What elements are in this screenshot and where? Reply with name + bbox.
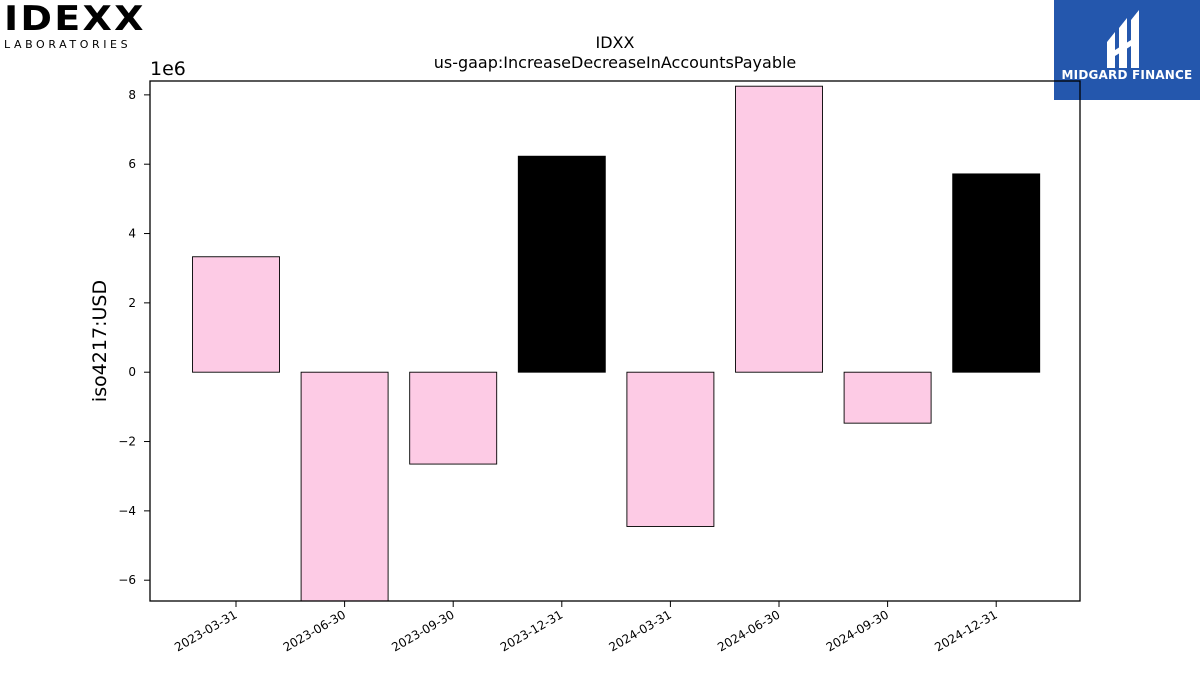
midgard-finance-logo: MIDGARD FINANCE [1054, 0, 1200, 100]
y-tick-label: −6 [118, 573, 136, 587]
y-tick-label: 8 [128, 88, 136, 102]
x-tick-label: 2023-03-31 [172, 607, 239, 654]
y-axis: −6 −4 −2 0 2 4 6 8 [118, 88, 150, 587]
y-axis-offset-label: 1e6 [150, 58, 186, 80]
bar-2023-09-30 [409, 371, 498, 465]
x-tick-label: 2023-12-31 [498, 607, 565, 654]
bar-2023-03-31 [192, 256, 280, 373]
x-tick-label: 2024-12-31 [932, 607, 999, 654]
bar-2024-09-30 [843, 371, 932, 424]
x-tick-label: 2023-06-30 [281, 607, 348, 654]
bar-2023-12-31 [517, 155, 606, 373]
bar-2024-06-30 [735, 85, 823, 373]
y-tick-label: 2 [128, 296, 136, 310]
x-tick-label: 2023-09-30 [389, 607, 456, 654]
x-tick-label: 2024-09-30 [824, 607, 891, 654]
x-axis: 2023-03-31 2023-06-30 2023-09-30 2023-12-31… [172, 601, 1000, 654]
plot-frame [149, 80, 1081, 602]
bar-2024-03-31 [626, 371, 715, 527]
bar-2023-06-30 [300, 371, 389, 602]
midgard-emblem-icon [1107, 10, 1139, 68]
y-tick-label: 4 [128, 227, 136, 241]
midgard-finance-label: MIDGARD FINANCE [1061, 68, 1193, 82]
y-tick-label: 0 [128, 365, 136, 379]
y-tick-label: −4 [118, 504, 136, 518]
chart-title: IDXX [596, 33, 635, 52]
idexx-logo-mark: IDEXX [4, 0, 146, 39]
x-tick-label: 2024-06-30 [715, 607, 782, 654]
y-tick-label: −2 [118, 435, 136, 449]
bars-group [192, 85, 1041, 602]
y-tick-label: 6 [128, 157, 136, 171]
bar-2024-12-31 [952, 173, 1041, 373]
y-axis-label: iso4217:USD [89, 280, 111, 402]
idexx-logo: IDEXX LABORATORIES [4, 2, 154, 51]
idexx-logo-subtitle: LABORATORIES [4, 38, 132, 51]
chart-subtitle: us-gaap:IncreaseDecreaseInAccountsPayabl… [434, 53, 797, 72]
x-tick-label: 2024-03-31 [606, 607, 673, 654]
